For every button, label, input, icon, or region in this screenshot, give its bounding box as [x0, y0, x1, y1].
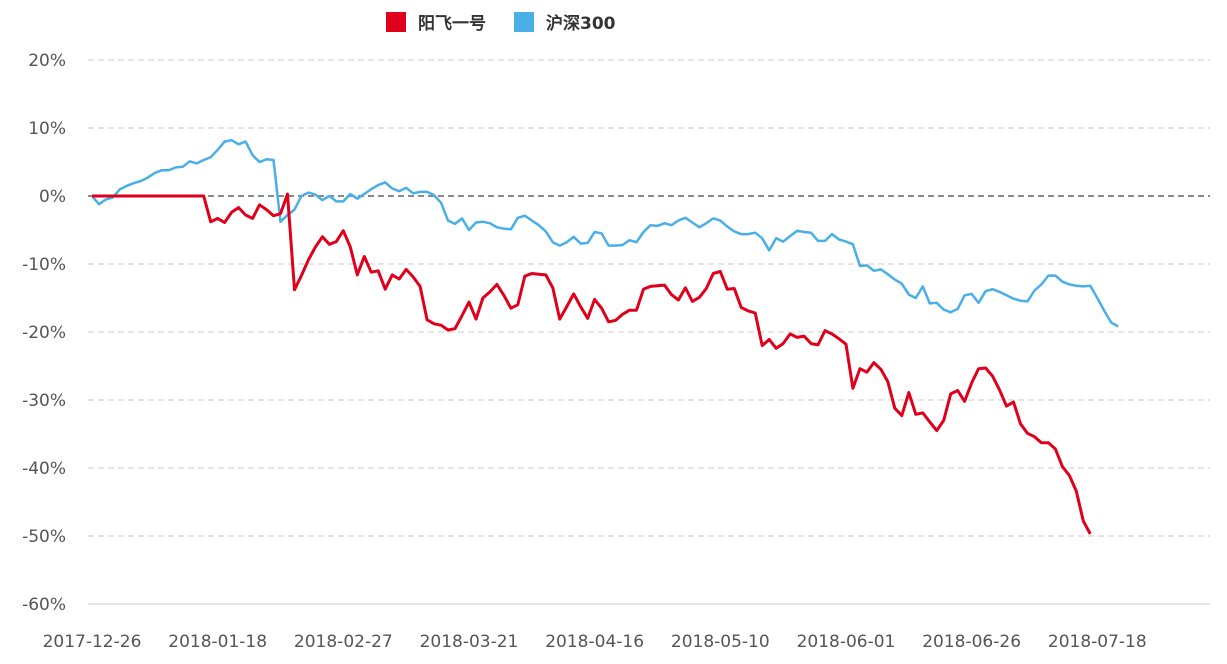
x-axis: 2017-12-26 2018-01-18 2018-02-27 2018-03-21… [43, 632, 1147, 652]
grid [88, 59, 1210, 605]
x-tick-label: 2018-06-01 [797, 632, 896, 652]
y-tick-label: -10% [22, 255, 66, 275]
x-tick-label: 2018-05-10 [671, 632, 770, 652]
series-line-1 [92, 192, 1092, 535]
x-tick-label: 2018-07-18 [1048, 632, 1147, 652]
x-tick-label: 2018-01-18 [168, 632, 267, 652]
legend-swatch-series-1 [386, 11, 406, 32]
y-tick-label: -30% [22, 391, 66, 411]
x-tick-label: 2018-02-27 [294, 632, 393, 652]
series-lines [91, 138, 1119, 535]
legend-label-series-1: 阳飞一号 [418, 14, 486, 34]
y-tick-label: -20% [22, 323, 66, 343]
series-line-2 [91, 138, 1119, 328]
legend-item-series-1[interactable]: 阳飞一号 [386, 9, 486, 34]
x-tick-label: 2018-03-21 [420, 632, 519, 652]
y-tick-label: 10% [28, 119, 66, 139]
x-tick-label: 2017-12-26 [43, 632, 142, 652]
y-tick-label: -60% [22, 595, 66, 615]
legend-swatch-series-2 [514, 11, 534, 32]
y-tick-label: 0% [39, 187, 66, 207]
x-tick-label: 2018-04-16 [545, 632, 644, 652]
y-axis: 20% 10% 0% -10% -20% -30% -40% -50% -60% [22, 51, 66, 615]
y-tick-label: -50% [22, 527, 66, 547]
y-tick-label: -40% [22, 459, 66, 479]
legend: 阳飞一号 沪深300 [386, 9, 644, 34]
legend-item-series-2[interactable]: 沪深300 [514, 9, 616, 34]
x-tick-label: 2018-06-26 [922, 632, 1021, 652]
y-tick-label: 20% [28, 51, 66, 71]
legend-label-series-2: 沪深300 [546, 14, 616, 34]
